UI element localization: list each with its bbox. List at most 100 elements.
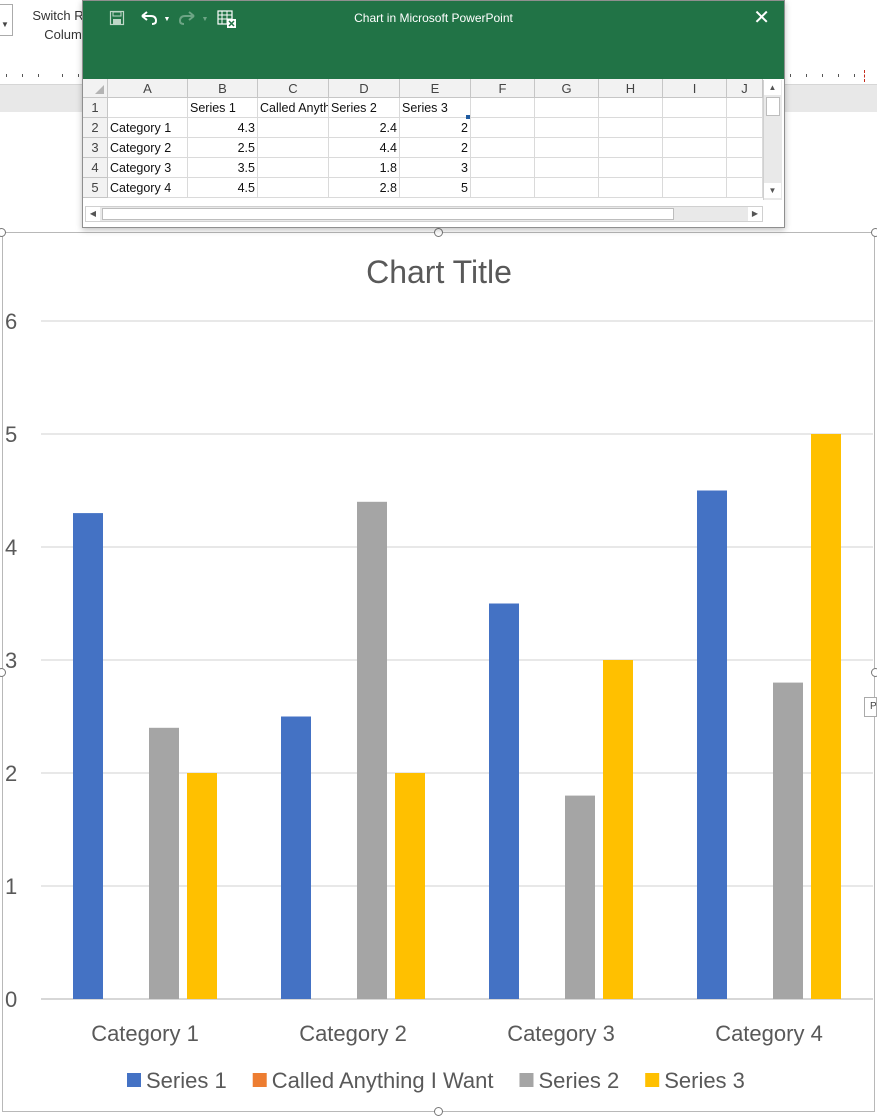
chart-elements-button[interactable]: P (864, 697, 877, 717)
scroll-thumb[interactable] (766, 97, 780, 116)
cell-a5[interactable]: Category 4 (108, 178, 188, 198)
cell-g1[interactable] (535, 98, 599, 118)
legend-swatch (252, 1073, 267, 1087)
cell-g2[interactable] (535, 118, 599, 138)
cell-c4[interactable] (258, 158, 329, 178)
x-tick-label: Category 2 (299, 1021, 407, 1046)
column-header-h[interactable]: H (599, 79, 663, 98)
cell-f5[interactable] (471, 178, 535, 198)
y-tick-label: 6 (5, 309, 17, 334)
cell-d2[interactable]: 2.4 (329, 118, 400, 138)
cell-h5[interactable] (599, 178, 663, 198)
cell-f3[interactable] (471, 138, 535, 158)
horizontal-scrollbar[interactable]: ◀ ▶ (85, 206, 763, 222)
cell-g3[interactable] (535, 138, 599, 158)
cell-c2[interactable] (258, 118, 329, 138)
resize-handle-top-center[interactable] (434, 228, 443, 237)
cell-d5[interactable]: 2.8 (329, 178, 400, 198)
x-tick-label: Category 4 (715, 1021, 823, 1046)
resize-handle-top-right[interactable] (871, 228, 877, 237)
cell-d3[interactable]: 4.4 (329, 138, 400, 158)
cell-d1[interactable]: Series 2 (329, 98, 400, 118)
ruler-tick (62, 74, 63, 77)
cell-e4[interactable]: 3 (400, 158, 471, 178)
column-header-g[interactable]: G (535, 79, 599, 98)
redo-dropdown-icon[interactable]: ▼ (201, 16, 209, 23)
column-header-i[interactable]: I (663, 79, 727, 98)
redo-icon[interactable] (177, 10, 197, 30)
cell-a1[interactable] (108, 98, 188, 118)
cell-i4[interactable] (663, 158, 727, 178)
cell-c3[interactable] (258, 138, 329, 158)
window-title: Chart in Microsoft PowerPoint (354, 11, 513, 25)
select-all-corner[interactable] (83, 79, 108, 98)
row-header-3[interactable]: 3 (83, 138, 108, 158)
cell-h3[interactable] (599, 138, 663, 158)
column-header-c[interactable]: C (258, 79, 329, 98)
cell-b5[interactable]: 4.5 (188, 178, 258, 198)
column-header-j[interactable]: J (727, 79, 763, 98)
column-header-d[interactable]: D (329, 79, 400, 98)
cell-b3[interactable]: 2.5 (188, 138, 258, 158)
edit-in-excel-icon[interactable] (217, 10, 237, 30)
cell-c5[interactable] (258, 178, 329, 198)
cell-b4[interactable]: 3.5 (188, 158, 258, 178)
row-header-1[interactable]: 1 (83, 98, 108, 118)
chart-area[interactable]: Chart Title 0 1 2 3 4 5 6 Category 1 Category 2 Ca… (2, 232, 875, 1112)
cell-e3[interactable]: 2 (400, 138, 471, 158)
row-header-4[interactable]: 4 (83, 158, 108, 178)
scroll-thumb-horizontal[interactable] (102, 208, 674, 220)
cell-i2[interactable] (663, 118, 727, 138)
cell-d4[interactable]: 1.8 (329, 158, 400, 178)
cell-a4[interactable]: Category 3 (108, 158, 188, 178)
vertical-scrollbar[interactable]: ▲ ▼ (763, 80, 782, 200)
cell-e1[interactable]: Series 3 (400, 98, 471, 118)
data-range-handle[interactable] (466, 115, 470, 119)
scroll-up-icon[interactable]: ▲ (764, 80, 781, 95)
cell-j5[interactable] (727, 178, 763, 198)
cell-g4[interactable] (535, 158, 599, 178)
ribbon-gallery-scroll[interactable]: ▼ (0, 4, 13, 36)
cell-f4[interactable] (471, 158, 535, 178)
resize-handle-middle-right[interactable] (871, 668, 877, 677)
scroll-down-icon[interactable]: ▼ (764, 183, 781, 198)
close-icon[interactable]: ✕ (753, 7, 770, 29)
cell-a3[interactable]: Category 2 (108, 138, 188, 158)
column-header-f[interactable]: F (471, 79, 535, 98)
cell-h4[interactable] (599, 158, 663, 178)
cell-f1[interactable] (471, 98, 535, 118)
cell-e2[interactable]: 2 (400, 118, 471, 138)
cell-i5[interactable] (663, 178, 727, 198)
cell-i1[interactable] (663, 98, 727, 118)
cell-i3[interactable] (663, 138, 727, 158)
row-header-2[interactable]: 2 (83, 118, 108, 138)
cell-b2[interactable]: 4.3 (188, 118, 258, 138)
cell-h1[interactable] (599, 98, 663, 118)
switch-row-column-button[interactable]: Switch R Colum (32, 6, 84, 44)
cell-f2[interactable] (471, 118, 535, 138)
column-header-a[interactable]: A (108, 79, 188, 98)
cell-c1[interactable]: Called Anything I Want (258, 98, 329, 118)
cell-g5[interactable] (535, 178, 599, 198)
cell-j2[interactable] (727, 118, 763, 138)
save-icon[interactable] (107, 10, 127, 30)
column-header-b[interactable]: B (188, 79, 258, 98)
cell-b1[interactable]: Series 1 (188, 98, 258, 118)
resize-handle-top-left[interactable] (0, 228, 6, 237)
scroll-left-icon[interactable]: ◀ (86, 207, 100, 221)
cell-h2[interactable] (599, 118, 663, 138)
column-header-e[interactable]: E (400, 79, 471, 98)
cell-j1[interactable] (727, 98, 763, 118)
resize-handle-middle-left[interactable] (0, 668, 6, 677)
cell-e5[interactable]: 5 (400, 178, 471, 198)
cell-j3[interactable] (727, 138, 763, 158)
row-header-5[interactable]: 5 (83, 178, 108, 198)
resize-handle-bottom-center[interactable] (434, 1107, 443, 1116)
cell-a2[interactable]: Category 1 (108, 118, 188, 138)
scroll-right-icon[interactable]: ▶ (748, 207, 762, 221)
undo-dropdown-icon[interactable]: ▼ (163, 16, 171, 23)
cell-j4[interactable] (727, 158, 763, 178)
chart-title: Chart Title (366, 254, 512, 290)
undo-icon[interactable] (139, 10, 159, 30)
